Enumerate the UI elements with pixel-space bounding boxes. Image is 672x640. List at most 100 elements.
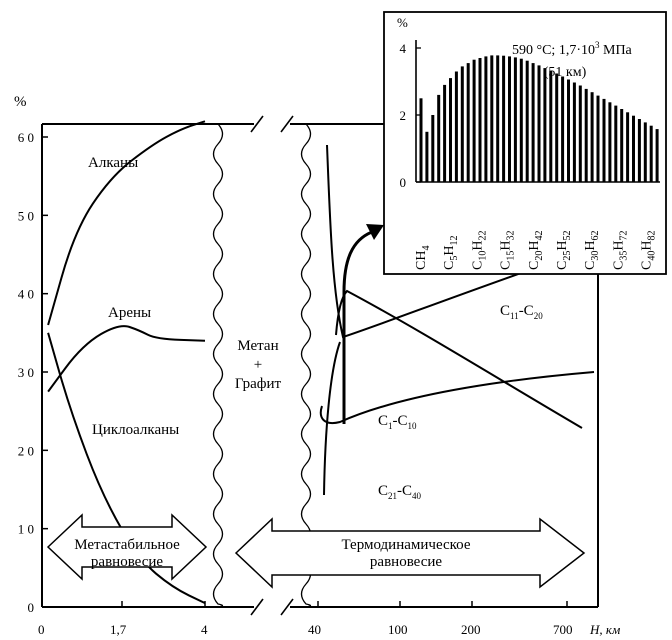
metastable-label-1: Метастабильное (74, 537, 180, 553)
y-axis-unit: % (14, 94, 27, 110)
left-series-group (47, 120, 206, 605)
inset-bar (425, 131, 429, 183)
inset-bar (537, 65, 541, 182)
region-arrows (46, 513, 586, 589)
inset-x-label-part: H (527, 241, 542, 251)
inset-x-label-part: H (499, 241, 514, 251)
inset-x-label-part: H (470, 241, 485, 251)
arrow-to-inset (342, 230, 373, 293)
inset-bar (443, 84, 447, 182)
x-tick-label: 200 (461, 622, 481, 637)
inset-bar (614, 105, 618, 182)
inset-bar (555, 73, 559, 182)
axis-break-top-1 (250, 115, 264, 133)
inset-bar (643, 122, 647, 182)
inset-y-tick-label: 0 (400, 175, 407, 190)
label-graphite: Графит (235, 376, 282, 392)
inset-bar (496, 55, 500, 182)
inset-bar (490, 55, 494, 182)
inset-bar (637, 119, 641, 182)
inset-x-label-part: C (640, 261, 655, 270)
axis-break-bottom-1 (250, 598, 264, 616)
inset-x-label-part: C (470, 261, 485, 270)
inset-x-label-part: 42 (534, 231, 545, 241)
inset-x-label-part: H (442, 246, 457, 256)
y-tick-label: 3 0 (18, 365, 34, 380)
inset-bar (508, 56, 511, 182)
thermodynamic-label-1: Термодинамическое (341, 537, 470, 553)
label-c21-c40: C21-C40 (378, 483, 422, 501)
curve-c11-c20-crossing (335, 289, 583, 429)
label-arenes: Арены (108, 305, 151, 321)
series-line-arenes (47, 325, 206, 393)
inset-bar (578, 85, 582, 182)
inset-x-label-part: 10 (477, 251, 488, 261)
curve-c11-c20-upper (326, 144, 599, 339)
inset-x-label-part: 35 (618, 251, 629, 261)
inset-x-label-part: 52 (562, 231, 573, 241)
inset-x-label-part: 72 (618, 231, 629, 241)
x-tick-label: 4 (201, 622, 208, 637)
inset-bar (454, 71, 458, 182)
inset-x-label-part: CH (414, 251, 429, 270)
y-axis-ticks: 0 1 0 2 0 3 0 4 0 5 0 6 0 (18, 130, 48, 615)
inset-bar (596, 95, 600, 182)
x-axis-ticks (41, 601, 568, 607)
inset-x-label-part: 4 (421, 246, 432, 251)
y-tick-label: 2 0 (18, 443, 34, 458)
inset-bar (549, 70, 553, 182)
inset-x-label-part: C (527, 261, 542, 270)
x-tick-label: 0 (38, 622, 45, 637)
inset-x-label-part: H (555, 241, 570, 251)
curve-c1-c10 (319, 371, 595, 424)
inset-bars (419, 55, 659, 183)
metastable-arrow (46, 513, 208, 581)
inset-frame (383, 11, 667, 275)
axis-break-top-2 (280, 115, 294, 133)
inset-bar (632, 115, 635, 182)
arrow-head (366, 224, 384, 240)
y-tick-label: 6 0 (18, 130, 34, 145)
inset-x-label: C10H22 (470, 231, 488, 270)
inset-x-label: C35H72 (611, 231, 629, 270)
inset-bar (484, 56, 488, 182)
x-tick-label: 700 (553, 622, 573, 637)
label-cycloalkanes: Циклоалканы (92, 422, 179, 438)
inset-x-label-part: 15 (506, 251, 517, 261)
wavy-line-left (212, 123, 224, 608)
label-plus: + (254, 357, 262, 373)
inset-bar (531, 63, 535, 182)
inset-bar (608, 102, 612, 182)
inset-annotation-line2: (51 км) (544, 65, 587, 80)
inset-x-label-part: 40 (647, 251, 658, 261)
inset-bar (431, 115, 435, 182)
inset-bar (449, 78, 452, 182)
y-tick-label: 4 0 (18, 287, 34, 302)
inset-x-label-part: 25 (562, 251, 573, 261)
inset-x-label-part: 62 (590, 231, 601, 241)
inset-bar (649, 125, 653, 182)
inset-bar (466, 63, 470, 182)
inset-bar (572, 82, 576, 182)
inset-x-label-part: C (583, 261, 598, 270)
inset-bar (525, 60, 529, 183)
inset-x-label-part: C (611, 261, 626, 270)
inset-bar (513, 57, 517, 182)
inset-x-label-part: 22 (477, 231, 488, 241)
inset-bar (419, 98, 423, 183)
inset-x-label: C40H82 (640, 231, 658, 270)
x-tick-label: 100 (388, 622, 408, 637)
inset-x-label: C5H12 (442, 236, 460, 270)
inset-x-label: C30H62 (583, 231, 601, 270)
inset-bar (655, 129, 659, 182)
inset-x-label-part: 82 (647, 231, 658, 241)
main-plot-frame (41, 115, 599, 616)
inset-bar (602, 98, 606, 182)
series-line-cycloalkanes (47, 332, 206, 605)
curve-c21-c40 (323, 341, 341, 496)
inset-bar (584, 88, 588, 182)
right-series-group (319, 144, 599, 496)
axis-break-bottom-2 (280, 598, 294, 616)
inset-bar (478, 58, 482, 182)
